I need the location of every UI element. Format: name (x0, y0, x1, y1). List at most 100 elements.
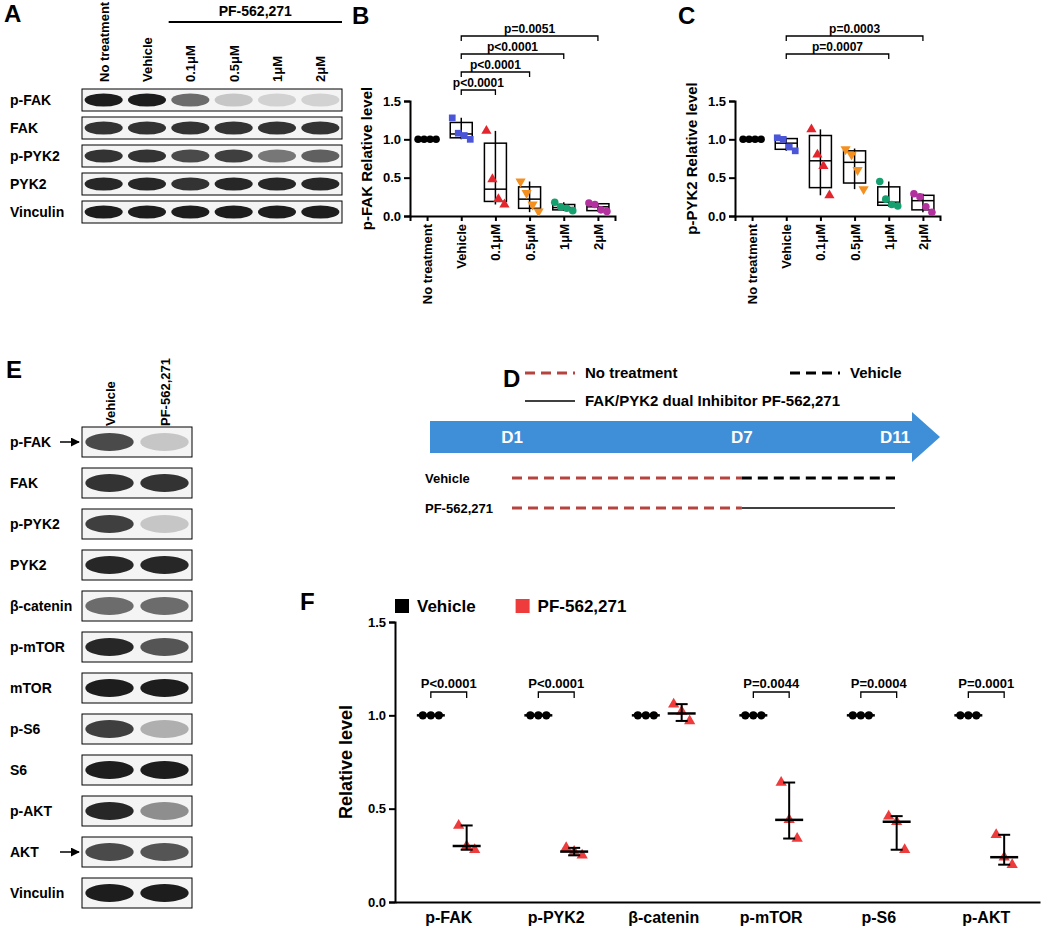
legend-label: Vehicle (850, 364, 902, 381)
band (140, 843, 188, 861)
legend-label: FAK/PYK2 dual Inhibitor PF-562,271 (585, 392, 840, 409)
error-cap (891, 815, 903, 817)
axis-line (389, 623, 396, 903)
band (140, 884, 188, 902)
band (85, 205, 123, 218)
blot-frame (82, 145, 342, 167)
p-value: P=0.0001 (958, 676, 1014, 691)
tick: 0.5 (708, 170, 735, 185)
band (301, 93, 339, 106)
median (453, 845, 481, 848)
blot-frame (82, 427, 192, 457)
data-point (792, 147, 799, 154)
data-point (792, 832, 803, 842)
tick: p-AKT (962, 902, 1010, 926)
y-axis-title: Relative level (336, 705, 356, 819)
lane-label: 0.1μM (183, 45, 198, 82)
p-value: p<0.0001 (453, 76, 504, 90)
data-point (684, 714, 695, 724)
data-point (577, 849, 588, 859)
error-cap (461, 849, 473, 851)
band (85, 149, 123, 162)
error-cap (998, 834, 1010, 836)
tick: 0.0 (708, 209, 735, 224)
tick-label: p-S6 (861, 909, 896, 926)
day-label: D1 (501, 428, 523, 447)
data-point (774, 134, 781, 141)
row-label: p-mTOR (10, 639, 65, 655)
tick-mark (729, 216, 735, 218)
band (85, 121, 123, 134)
lane-label: 2μM (313, 56, 328, 82)
panel-label: A (4, 0, 21, 27)
tick: 1.5 (368, 615, 395, 630)
band (171, 149, 209, 162)
significance-bracket (968, 692, 1004, 698)
legend-swatch (395, 599, 409, 613)
data-point (1007, 858, 1018, 868)
tick: p-S6 (861, 902, 896, 926)
tick: 0.1μM (813, 216, 828, 261)
p-value: P<0.0001 (528, 676, 584, 691)
panel-label: C (678, 2, 695, 29)
lane-label: PF-562,271 (158, 358, 173, 426)
day-label: D11 (880, 428, 910, 447)
band (215, 93, 253, 106)
tick: 1.5 (708, 94, 735, 109)
band (85, 433, 133, 451)
blot: No treatmentVehicle0.1μM0.5μM1μM2μMPF-56… (4, 0, 342, 223)
data-point (928, 208, 936, 216)
band (85, 802, 133, 820)
blot-frame (82, 201, 342, 223)
row-label: FAK (10, 475, 38, 491)
data-point (561, 841, 572, 851)
band (85, 761, 133, 779)
plot-area (414, 115, 610, 216)
data-point (515, 179, 525, 188)
box (484, 143, 506, 201)
tick-label: β-catenin (628, 909, 699, 926)
panel-label: B (352, 2, 369, 29)
axis-line (404, 102, 411, 217)
tick-label: 0.5 (708, 170, 726, 185)
tick: p-mTOR (740, 902, 803, 926)
tick-mark (389, 622, 395, 624)
tick-mark (563, 216, 565, 221)
error-cap (568, 854, 580, 856)
row-label: S6 (10, 762, 27, 778)
tick: p-FAK (425, 902, 473, 926)
box (809, 136, 831, 188)
band (301, 149, 339, 162)
y-axis: 0.00.51.01.5 (368, 615, 396, 910)
panel-label: F (300, 588, 315, 615)
band (85, 515, 133, 533)
lane-label: 1μM (270, 56, 285, 82)
p-value: p=0.0003 (829, 22, 880, 36)
error-cap (676, 720, 688, 722)
tick-label: p-FAK (425, 909, 473, 926)
y-axis-title: p-PYK2 Relative level (683, 82, 700, 235)
tick-mark (427, 216, 429, 221)
data-point (455, 130, 462, 137)
band (215, 177, 253, 190)
error-cap (783, 838, 795, 840)
blot-frame (82, 591, 192, 621)
band (171, 177, 209, 190)
legend-label: PF-562,271 (538, 597, 627, 616)
data-point (883, 810, 894, 820)
row-label: p-FAK (10, 434, 51, 450)
tick-label: 0.5 (383, 170, 401, 185)
tick: No treatment (420, 216, 435, 304)
median (775, 819, 803, 822)
tick-label: 2μM (591, 224, 606, 250)
tick-label: 0.5 (368, 801, 386, 816)
blot-frame (82, 755, 192, 785)
data-point (882, 195, 890, 203)
significance-bracket (461, 90, 495, 95)
panel-label: D (503, 365, 520, 392)
data-point (449, 115, 456, 122)
median (883, 820, 911, 823)
chart: 0.00.51.01.5No treatmentVehicle0.1μM0.5μ… (352, 2, 616, 304)
blot-frame (82, 673, 192, 703)
data-point (591, 201, 599, 209)
